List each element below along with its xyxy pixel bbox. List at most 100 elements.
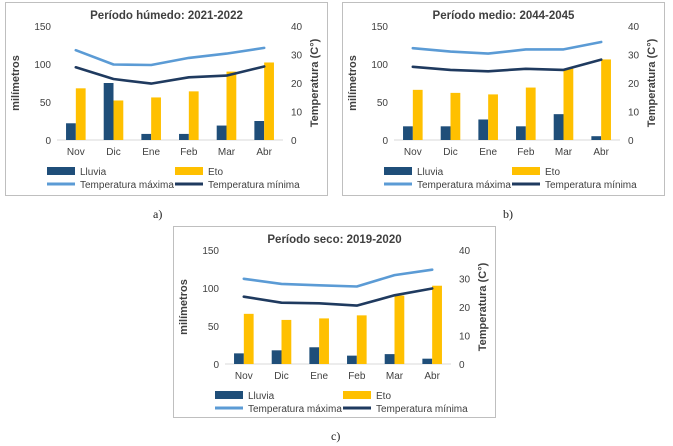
bar-lluvia xyxy=(141,133,152,140)
legend-label: Lluvia xyxy=(80,167,107,178)
y-tick-label: 0 xyxy=(213,360,219,371)
y-right-axis-label: Temperatura (C°) xyxy=(309,38,321,127)
legend-swatch xyxy=(47,167,75,175)
legend-swatch xyxy=(343,391,371,399)
chart-a-svg: Período húmedo: 2021-2022 0 50 100 150 0 10 20 3… xyxy=(5,2,328,196)
bar-lluvia xyxy=(309,347,320,364)
y-tick-label: 0 xyxy=(382,136,388,147)
caption-c: c) xyxy=(331,429,341,443)
bar-eto xyxy=(188,91,199,140)
bar-lluvia xyxy=(403,126,413,140)
bar-lluvia xyxy=(591,136,602,140)
y-right-tick-label: 20 xyxy=(291,79,303,90)
bar-eto xyxy=(226,71,237,140)
line-temperatura-minima xyxy=(242,287,434,307)
bar-lluvia xyxy=(347,355,357,364)
bar-lluvia xyxy=(234,353,244,364)
bar-eto xyxy=(563,68,574,140)
bar-eto xyxy=(356,315,367,364)
bar-lluvia xyxy=(254,121,265,140)
bar-lluvia xyxy=(103,83,114,140)
legend-label: Lluvia xyxy=(248,391,275,402)
caption-a: a) xyxy=(153,207,163,221)
legend-swatch xyxy=(512,167,540,175)
chart-frame xyxy=(342,2,665,196)
y-right-tick-label: 0 xyxy=(628,136,634,147)
bar-eto xyxy=(525,87,536,140)
legend-label: Temperatura máxima xyxy=(248,404,342,415)
y-right-tick-label: 0 xyxy=(459,360,465,371)
y-tick-label: 100 xyxy=(34,60,51,71)
legend-label: Eto xyxy=(545,167,560,178)
y-right-tick-label: 30 xyxy=(459,275,471,286)
y-right-tick-label: 30 xyxy=(628,51,640,62)
bar-lluvia xyxy=(478,119,489,140)
chart-frame xyxy=(5,2,328,196)
legend-label: Temperatura mínima xyxy=(376,404,468,415)
y-tick-label: 100 xyxy=(202,284,219,295)
x-tick-label: Feb xyxy=(348,371,366,382)
chart-c-svg: Período seco: 2019-2020 0 50 100 150 0 10 20 30 4… xyxy=(173,226,496,418)
y-right-tick-label: 40 xyxy=(459,246,471,257)
legend-label: Eto xyxy=(376,391,391,402)
chart-panel-c: Período seco: 2019-2020 0 50 100 150 0 10 20 30 4… xyxy=(173,226,496,418)
y-right-tick-label: 20 xyxy=(459,303,471,314)
y-tick-label: 100 xyxy=(371,60,388,71)
y-right-axis-label: Temperatura (C°) xyxy=(646,38,658,127)
chart-title: Período húmedo: 2021-2022 xyxy=(90,10,243,22)
x-tick-label: Dic xyxy=(106,147,120,158)
bar-eto xyxy=(264,62,274,141)
bar-lluvia xyxy=(440,126,451,140)
bar-eto xyxy=(394,295,405,364)
chart-panel-a: Período húmedo: 2021-2022 0 50 100 150 0 10 20 3… xyxy=(5,2,328,196)
bar-eto xyxy=(412,89,423,140)
legend-label: Temperatura mínima xyxy=(208,180,300,191)
y-right-tick-label: 0 xyxy=(291,136,297,147)
x-tick-label: Abr xyxy=(593,147,609,158)
legend-label: Temperatura mínima xyxy=(545,180,637,191)
y-axis-label: milímetros xyxy=(347,55,359,111)
bar-lluvia xyxy=(66,123,76,140)
x-tick-label: Ene xyxy=(310,371,328,382)
y-right-tick-label: 20 xyxy=(628,79,640,90)
x-tick-label: Nov xyxy=(235,371,253,382)
x-tick-label: Feb xyxy=(517,147,535,158)
bar-eto xyxy=(450,92,461,140)
bar-eto xyxy=(243,313,254,364)
y-tick-label: 50 xyxy=(40,98,52,109)
x-tick-label: Ene xyxy=(142,147,160,158)
x-tick-label: Mar xyxy=(555,147,573,158)
x-tick-label: Dic xyxy=(274,371,288,382)
x-tick-label: Abr xyxy=(256,147,272,158)
bar-eto xyxy=(488,94,498,140)
y-tick-label: 150 xyxy=(202,246,219,257)
bar-eto xyxy=(75,88,86,140)
y-right-tick-label: 10 xyxy=(291,108,303,119)
x-tick-label: Nov xyxy=(67,147,85,158)
x-tick-label: Feb xyxy=(180,147,198,158)
bar-lluvia xyxy=(422,358,433,364)
y-tick-label: 50 xyxy=(208,322,220,333)
bar-eto xyxy=(281,319,292,364)
line-temperatura-maxima xyxy=(242,268,434,288)
y-tick-label: 150 xyxy=(34,22,51,33)
line-temperatura-minima xyxy=(411,58,603,73)
x-tick-label: Mar xyxy=(386,371,404,382)
y-tick-label: 50 xyxy=(377,98,389,109)
y-right-tick-label: 30 xyxy=(291,51,303,62)
chart-title: Período seco: 2019-2020 xyxy=(267,234,401,246)
bar-eto xyxy=(113,100,124,140)
line-temperatura-maxima xyxy=(411,40,603,55)
bar-lluvia xyxy=(271,350,282,364)
y-axis-label: milímetros xyxy=(10,55,22,111)
y-axis-label: milímetros xyxy=(178,279,190,335)
y-right-tick-label: 40 xyxy=(291,22,303,33)
bar-lluvia xyxy=(179,133,189,140)
legend-label: Temperatura máxima xyxy=(80,180,174,191)
bar-eto xyxy=(432,285,442,364)
chart-panel-b: Período medio: 2044-2045 0 50 100 150 0 10 20 30… xyxy=(342,2,665,196)
x-tick-label: Nov xyxy=(404,147,422,158)
line-temperatura-minima xyxy=(74,65,266,85)
bar-eto xyxy=(601,59,611,140)
x-tick-label: Dic xyxy=(443,147,457,158)
